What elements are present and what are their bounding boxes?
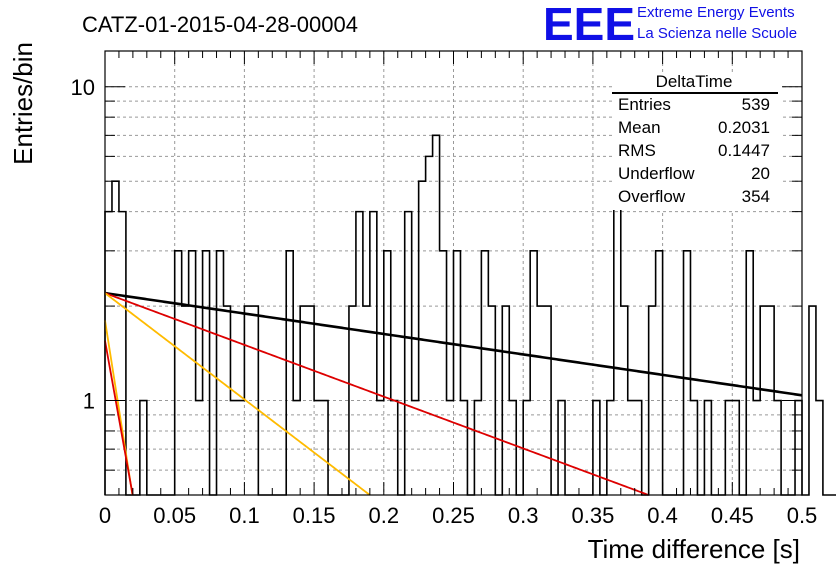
- x-tick-label: 0.45: [711, 503, 754, 528]
- x-tick-label: 0.05: [153, 503, 196, 528]
- y-tick-label: 10: [71, 75, 95, 100]
- fit-curve: [104, 292, 649, 496]
- x-tick-label: 0.1: [229, 503, 260, 528]
- fit-curve: [104, 340, 134, 496]
- stats-row-label: Entries: [618, 95, 671, 114]
- logo-mark: EEE: [543, 0, 635, 50]
- histogram-outline: [104, 134, 836, 496]
- stats-row-value: 539: [742, 95, 770, 114]
- stats-row-label: RMS: [618, 141, 656, 160]
- stats-box: DeltaTime Entries 539 Mean 0.2031 RMS 0.1447 U…: [612, 72, 782, 210]
- stats-row-label: Mean: [618, 118, 661, 137]
- stats-row-value: 0.2031: [718, 118, 770, 137]
- histogram-bars: [104, 134, 836, 496]
- stats-row-label: Underflow: [618, 164, 695, 183]
- logo-line-1: Extreme Energy Events: [637, 4, 795, 21]
- x-axis-title: Time difference [s]: [588, 534, 800, 564]
- x-tick-label: 0.15: [293, 503, 336, 528]
- x-tick-label: 0.3: [508, 503, 539, 528]
- stats-title: DeltaTime: [656, 72, 733, 91]
- eee-logo: EEE Extreme Energy Events La Scienza nel…: [543, 0, 797, 50]
- y-tick-labels: 1 10: [71, 75, 95, 414]
- axis-ticks: [104, 51, 803, 496]
- y-tick-label: 1: [83, 389, 95, 414]
- stats-rows: Entries 539 Mean 0.2031 RMS 0.1447 Underflow 20…: [618, 95, 770, 206]
- chart-title: CATZ-01-2015-04-28-00004: [82, 12, 358, 37]
- stats-background: [612, 72, 782, 210]
- x-tick-label: 0.35: [571, 503, 614, 528]
- logo-line-2: La Scienza nelle Scuole: [637, 25, 797, 42]
- fit-curve: [104, 292, 371, 496]
- fit-curves: [104, 291, 803, 496]
- stats-row-value: 0.1447: [718, 141, 770, 160]
- x-tick-label: 0.25: [432, 503, 475, 528]
- x-tick-label: 0.2: [369, 503, 400, 528]
- x-tick-label: 0.4: [647, 503, 678, 528]
- x-tick-label: 0: [99, 503, 111, 528]
- stats-row-label: Overflow: [618, 187, 686, 206]
- fit-curve: [104, 291, 803, 397]
- stats-row-value: 20: [751, 164, 770, 183]
- x-tick-labels: 0 0.05 0.1 0.15 0.2 0.25 0.3 0.35 0.4 0.45 0.5: [99, 503, 817, 528]
- x-tick-label: 0.5: [787, 503, 818, 528]
- y-axis-title: Entries/bin: [8, 42, 38, 165]
- stats-row-value: 354: [742, 187, 770, 206]
